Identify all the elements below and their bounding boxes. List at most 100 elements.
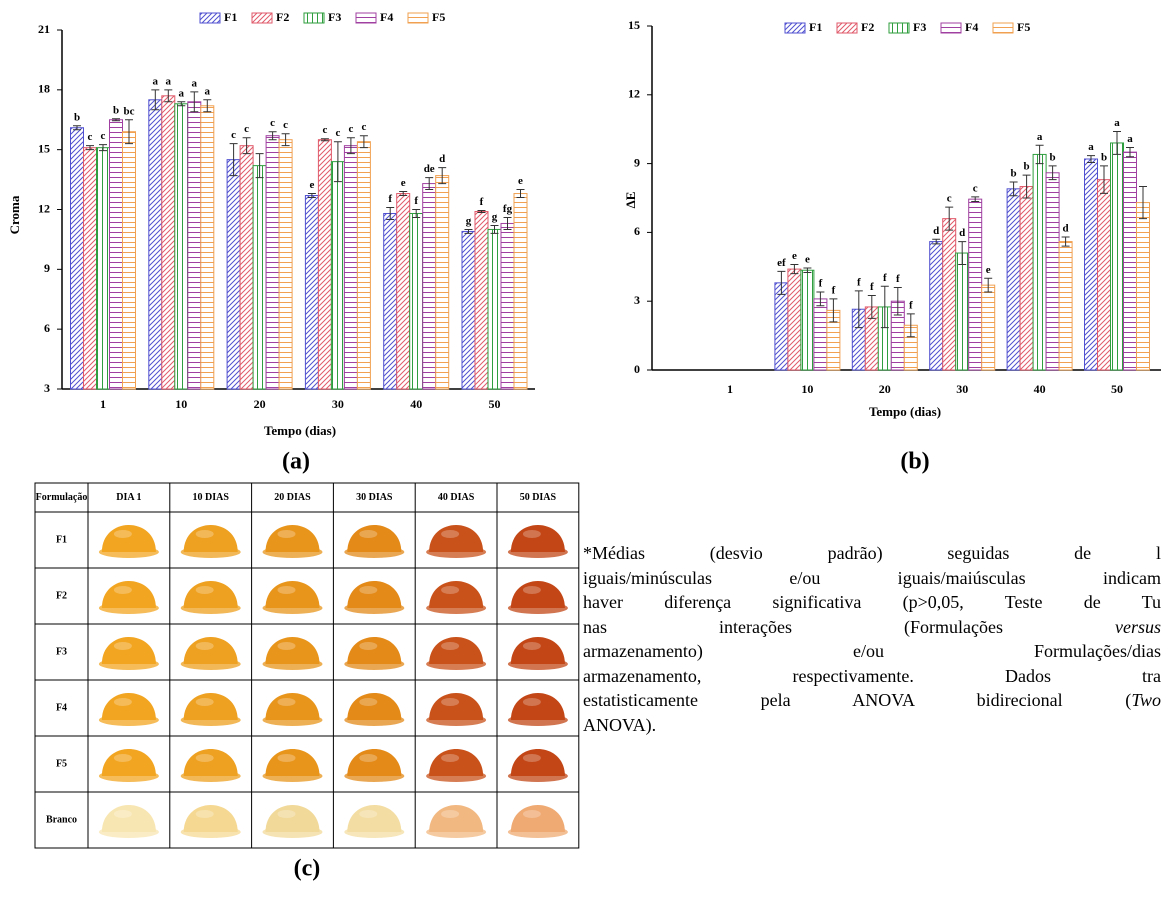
error-bar <box>281 133 290 147</box>
note-line: nas interações (Formulações versus <box>583 615 1161 640</box>
egg-dome <box>510 805 565 832</box>
y-tick-label: 3 <box>634 293 640 307</box>
legend-label: F4 <box>965 20 978 34</box>
legend-label: F5 <box>1017 20 1030 34</box>
legend-label: F3 <box>913 20 926 34</box>
bar <box>252 165 267 390</box>
y-tick-label: 9 <box>634 155 640 169</box>
x-tick-label: 10 <box>801 382 813 396</box>
significance-letter: f <box>480 196 484 208</box>
egg-highlight <box>522 698 541 706</box>
note-text: haver diferença significativa (p>0,05, T… <box>583 592 1161 612</box>
egg-highlight <box>522 586 541 594</box>
significance-letter: b <box>1050 151 1056 163</box>
significance-letter: c <box>361 121 366 133</box>
error-bar <box>333 141 342 183</box>
egg-dome <box>101 805 156 832</box>
egg-dome <box>101 637 156 664</box>
significance-letter: c <box>322 124 327 136</box>
egg-highlight <box>277 810 296 818</box>
error-bar <box>503 216 512 230</box>
y-tick-label: 6 <box>44 321 50 335</box>
significance-letter: e <box>986 264 991 276</box>
egg-dome <box>510 581 565 608</box>
bar <box>200 105 215 390</box>
table-header: DIA 1 <box>116 492 141 503</box>
note-line: ANOVA). <box>583 713 1161 738</box>
significance-letter: e <box>792 250 797 262</box>
error-bar <box>803 267 812 274</box>
significance-letter: c <box>947 193 952 205</box>
bar <box>1110 142 1124 371</box>
error-bar <box>320 138 329 142</box>
bar <box>330 161 345 390</box>
significance-letter: f <box>896 273 900 285</box>
egg-highlight <box>441 642 460 650</box>
significance-letter: f <box>819 278 823 290</box>
error-bar <box>1022 174 1031 199</box>
significance-letter: c <box>231 129 236 141</box>
error-bar <box>386 207 395 220</box>
egg-highlight <box>441 530 460 538</box>
egg-dome <box>101 749 156 776</box>
legend-swatch <box>784 22 806 34</box>
error-bar <box>1087 155 1095 163</box>
bar <box>487 228 502 390</box>
y-tick-label: 6 <box>634 224 640 238</box>
egg-dome <box>347 693 402 720</box>
note-line: *Médias (desvio padrão) seguidas de l <box>583 541 1161 566</box>
bar <box>1019 186 1034 371</box>
egg-dome <box>265 805 320 832</box>
table-header: 30 DIAS <box>356 492 393 503</box>
egg-highlight <box>195 754 214 762</box>
note-text: ANOVA). <box>583 714 657 735</box>
x-tick-label: 30 <box>332 397 344 411</box>
significance-letter: c <box>101 130 106 142</box>
significance-letter: a <box>1114 117 1120 129</box>
bar <box>174 103 189 390</box>
note-text: *Médias (desvio padrão) seguidas de l <box>583 543 1161 563</box>
error-bar <box>99 144 107 152</box>
egg-dome <box>101 693 156 720</box>
error-bar <box>958 241 967 266</box>
significance-letter: ef <box>777 257 786 269</box>
bar <box>383 212 398 390</box>
legend-swatch <box>888 22 910 34</box>
error-bar <box>1113 130 1121 155</box>
legend-label: F5 <box>432 10 445 24</box>
significance-letter: fg <box>503 203 513 215</box>
significance-letter: f <box>414 195 418 207</box>
egg-dome <box>265 581 320 608</box>
y-tick-label: 3 <box>44 381 50 395</box>
error-bar <box>490 224 499 234</box>
significance-letter: c <box>270 117 275 129</box>
x-tick-label: 1 <box>100 397 106 411</box>
egg-highlight <box>522 642 541 650</box>
significance-letter: a <box>192 77 198 89</box>
egg-highlight <box>113 642 132 650</box>
footnote: *Médias (desvio padrão) seguidas de l igu… <box>583 541 1161 737</box>
y-tick-label: 12 <box>38 201 50 215</box>
egg-highlight <box>277 642 296 650</box>
row-label: F1 <box>56 534 67 545</box>
error-bar <box>464 228 473 234</box>
error-bar <box>932 238 941 245</box>
significance-letter: b <box>1024 161 1030 173</box>
bar <box>1123 151 1137 371</box>
error-bar <box>1126 147 1134 158</box>
error-bar <box>125 119 133 145</box>
significance-letter: bc <box>124 105 135 117</box>
error-bar <box>893 286 902 316</box>
legend-swatch <box>199 12 221 24</box>
egg-dome <box>265 749 320 776</box>
egg-dome <box>101 581 156 608</box>
egg-dome <box>183 693 238 720</box>
legend-swatch <box>251 12 273 24</box>
significance-letter: d <box>439 153 445 165</box>
bar <box>1097 179 1111 371</box>
x-tick-label: 20 <box>254 397 266 411</box>
egg-highlight <box>195 810 214 818</box>
bar <box>265 135 280 390</box>
error-bar <box>203 99 212 113</box>
